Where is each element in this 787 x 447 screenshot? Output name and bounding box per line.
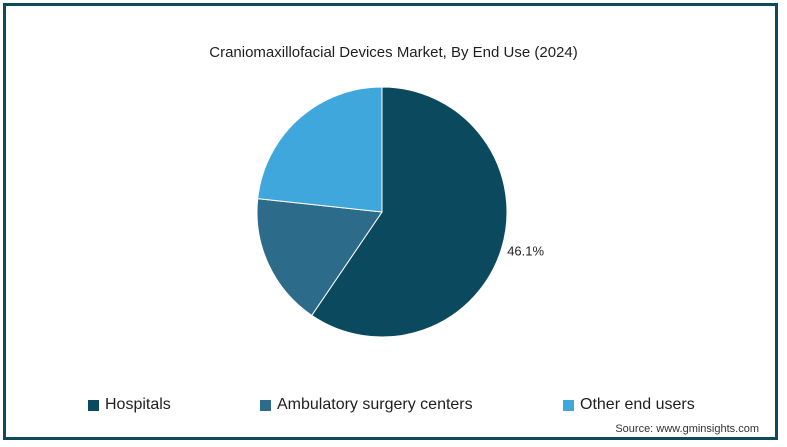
pie-slice-other xyxy=(257,86,383,213)
chart-frame: Craniomaxillofacial Devices Market, By E… xyxy=(3,3,778,440)
pie-data-label: 46.1% xyxy=(507,244,544,259)
pie-chart: 46.1% xyxy=(256,86,545,338)
chart-title: Craniomaxillofacial Devices Market, By E… xyxy=(209,44,578,61)
legend-label-other: Other end users xyxy=(580,396,695,413)
legend-item-ambulatory-surgery-centers: Ambulatory surgery centers xyxy=(260,396,473,414)
legend-swatch-hospitals xyxy=(88,399,99,411)
legend-label-hospitals: Hospitals xyxy=(105,396,171,413)
source-note: Source: www.gminsights.com xyxy=(615,423,759,435)
legend: Hospitals Ambulatory surgery centers Oth… xyxy=(6,396,781,418)
legend-item-hospitals: Hospitals xyxy=(88,396,171,414)
legend-swatch-other xyxy=(563,399,574,411)
legend-item-other-end-users: Other end users xyxy=(563,396,695,414)
legend-swatch-ambulatory xyxy=(260,399,271,411)
legend-label-ambulatory: Ambulatory surgery centers xyxy=(277,396,473,413)
pie-slice-hospitals xyxy=(311,86,508,338)
pie-slice-ambulatory xyxy=(256,198,383,317)
